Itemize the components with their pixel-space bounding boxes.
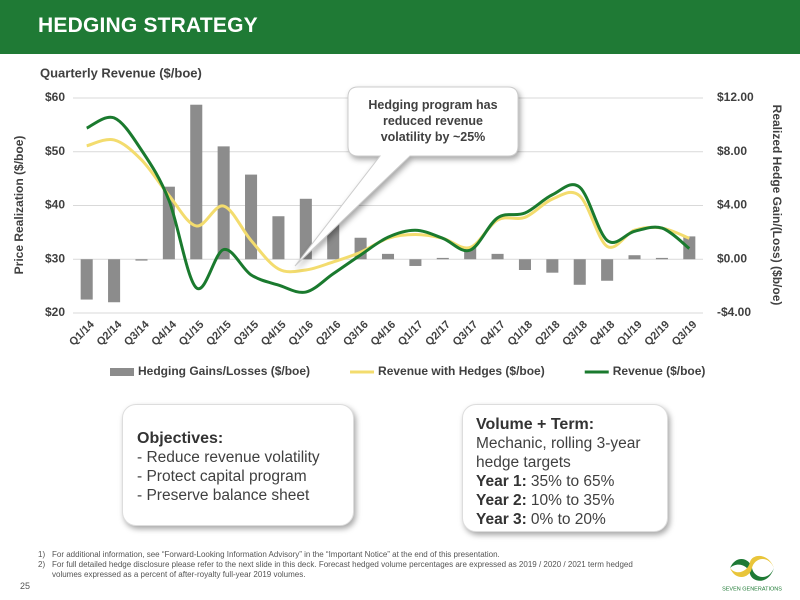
- footnote-marker: 1): [38, 550, 46, 559]
- callout-text: Hedging program has reduced revenue volati…: [368, 98, 497, 144]
- y2-tick-label: $0.00: [717, 251, 747, 265]
- x-tick-label: Q3/19: [670, 319, 700, 349]
- page-number: 25: [20, 581, 31, 591]
- legend-label: Revenue with Hedges ($/boe): [378, 364, 545, 378]
- y-tick-label: $30: [45, 251, 65, 265]
- x-tick-label: Q2/16: [314, 319, 344, 349]
- objective-item: - Reduce revenue volatility: [137, 449, 320, 466]
- bar: [327, 224, 340, 260]
- footnote: 1) For additional information, see “Forwa…: [38, 550, 658, 560]
- y2-tick-label: -$4.00: [717, 305, 751, 319]
- x-tick-label: Q2/17: [423, 319, 453, 349]
- bar: [628, 255, 641, 260]
- y-axis-title: Price Realization ($/boe): [12, 136, 26, 275]
- bar: [381, 253, 395, 260]
- x-tick-label: Q1/15: [177, 319, 207, 349]
- y2-tick-label: $12.00: [717, 90, 754, 104]
- y2-tick-label: $4.00: [717, 198, 747, 212]
- line: [86, 115, 691, 294]
- footnote-text: For full detailed hedge disclosure pleas…: [52, 560, 633, 579]
- volume-term-list: Year 1: 35% to 65% Year 2: 10% to 35% Year 3…: [476, 472, 667, 529]
- bar: [573, 259, 586, 285]
- volume-term-box: Volume + Term: Mechanic, rolling 3-year …: [462, 404, 668, 532]
- y2-axis-title: Realized Hedge Gain/(Loss) ($b/oe): [770, 105, 784, 306]
- bar: [272, 216, 285, 260]
- footnote-marker: 2): [38, 560, 46, 569]
- volume-term-text: Mechanic, rolling 3-year hedge targets: [476, 435, 641, 471]
- x-tick-label: Q4/18: [588, 319, 618, 349]
- year-label: Year 2:: [476, 492, 527, 509]
- y-tick-label: $50: [45, 144, 65, 158]
- volume-term-item: Year 2: 10% to 35%: [476, 491, 667, 510]
- x-tick-label: Q2/19: [642, 319, 672, 349]
- x-tick-label: Q1/19: [615, 319, 645, 349]
- y-tick-label: $60: [45, 90, 65, 104]
- bar: [299, 198, 312, 260]
- x-tick-label: Q3/15: [232, 319, 262, 349]
- x-tick-label: Q1/16: [286, 319, 316, 349]
- logo-text: SEVEN GENERATIONS: [722, 586, 782, 592]
- legend-label: Revenue ($/boe): [613, 364, 706, 378]
- x-tick-label: Q2/15: [204, 319, 234, 349]
- x-tick-label: Q1/18: [505, 319, 535, 349]
- y2-tick-label: $8.00: [717, 144, 747, 158]
- x-tick-label: Q1/17: [396, 319, 426, 349]
- bar: [409, 259, 422, 266]
- logo: SEVEN GENERATIONS: [722, 555, 782, 592]
- callout: Hedging program has reduced revenue volati…: [294, 86, 519, 267]
- x-tick-label: Q3/17: [451, 319, 481, 349]
- bar: [546, 259, 559, 273]
- bar: [518, 259, 531, 270]
- bar: [655, 257, 668, 260]
- x-tick-label: Q4/17: [478, 319, 508, 349]
- bar: [108, 259, 121, 303]
- volume-term-item: Year 3: 0% to 20%: [476, 510, 667, 529]
- x-tick-label: Q3/14: [122, 318, 152, 348]
- bar: [135, 259, 148, 261]
- volume-term-item: Year 1: 35% to 65%: [476, 472, 667, 491]
- bar: [80, 259, 93, 300]
- objectives-box: Objectives: - Reduce revenue volatility -…: [122, 404, 354, 526]
- year-range: 10% to 35%: [530, 492, 615, 509]
- year-label: Year 3:: [476, 511, 527, 528]
- chart-title: Quarterly Revenue ($/boe): [40, 65, 202, 80]
- bar: [190, 104, 203, 260]
- y-tick-label: $40: [45, 198, 65, 212]
- x-tick-label: Q1/14: [67, 318, 97, 348]
- bar: [217, 146, 230, 260]
- objectives-list: - Reduce revenue volatility - Protect cap…: [137, 448, 353, 505]
- x-tick-label: Q2/18: [533, 319, 563, 349]
- objectives-heading: Objectives:: [137, 430, 224, 447]
- legend-swatch: [110, 368, 134, 376]
- legend-label: Hedging Gains/Losses ($/boe): [138, 364, 310, 378]
- year-range: 35% to 65%: [530, 473, 615, 490]
- objective-item: - Protect capital program: [137, 468, 307, 485]
- y-tick-label: $20: [45, 305, 65, 319]
- header-bar: HEDGING STRATEGY: [0, 0, 800, 54]
- year-range: 0% to 20%: [530, 511, 606, 528]
- x-tick-label: Q4/16: [368, 319, 398, 349]
- chart: Quarterly Revenue ($/boe) Price Realizat…: [12, 65, 784, 378]
- footnotes: 1) For additional information, see “Forwa…: [38, 550, 658, 580]
- bar: [436, 257, 449, 260]
- year-label: Year 1:: [476, 473, 527, 490]
- footnote: 2) For full detailed hedge disclosure ple…: [38, 560, 658, 580]
- slide-title: HEDGING STRATEGY: [38, 14, 258, 37]
- x-tick-label: Q4/14: [149, 318, 179, 348]
- x-tick-label: Q2/14: [95, 318, 125, 348]
- volume-term-heading: Volume + Term:: [476, 416, 595, 433]
- x-tick-label: Q4/15: [259, 319, 289, 349]
- callout-shape: [294, 86, 519, 267]
- bar: [491, 253, 504, 260]
- bar: [601, 259, 614, 281]
- footnote-text: For additional information, see “Forward…: [52, 550, 500, 559]
- x-tick-label: Q3/18: [560, 319, 590, 349]
- objective-item: - Preserve balance sheet: [137, 487, 310, 504]
- x-tick-label: Q3/16: [341, 319, 371, 349]
